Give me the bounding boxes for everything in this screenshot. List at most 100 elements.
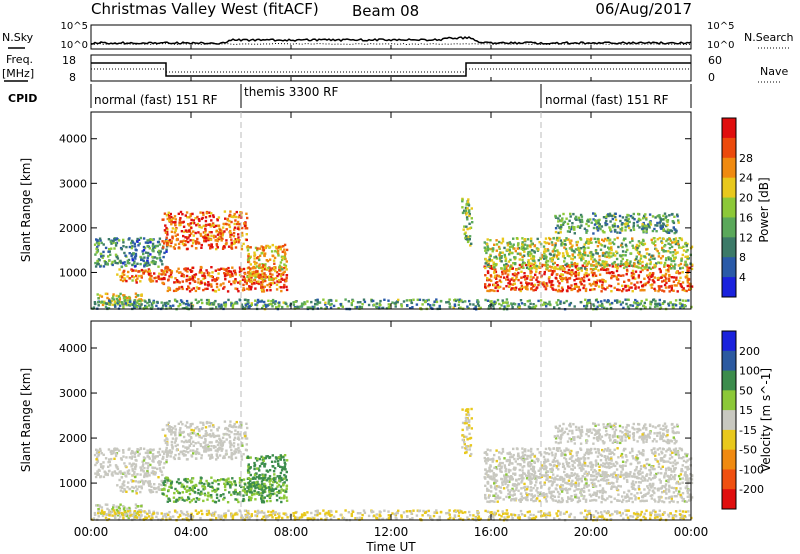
scatter-cell <box>204 219 208 223</box>
scatter-cell <box>486 259 489 263</box>
scatter-cell <box>614 212 617 215</box>
scatter-cell <box>155 304 158 308</box>
scatter-cell <box>520 270 523 273</box>
scatter-cell <box>263 268 266 271</box>
scatter-cell <box>174 500 178 503</box>
scatter-cell <box>153 483 156 486</box>
scatter-cell <box>260 277 263 281</box>
scatter-cell <box>491 302 495 305</box>
scatter-cell <box>152 260 155 263</box>
scatter-cell <box>464 209 467 213</box>
scatter-cell <box>578 251 581 254</box>
scatter-cell <box>269 268 272 272</box>
scatter-cell <box>166 427 169 431</box>
scatter-cell <box>199 443 202 446</box>
scatter-cell <box>486 299 490 302</box>
scatter-cell <box>95 241 99 244</box>
scatter-cell <box>226 272 229 275</box>
scatter-cell <box>642 239 645 243</box>
scatter-cell <box>125 456 128 459</box>
scatter-cell <box>559 300 562 303</box>
scatter-cell <box>585 274 589 278</box>
scatter-cell <box>474 305 477 309</box>
scatter-cell <box>249 263 252 266</box>
scatter-cell <box>230 493 233 497</box>
scatter-cell <box>284 265 287 269</box>
scatter-cell <box>467 307 470 310</box>
scatter-cell <box>173 425 177 428</box>
scatter-cell <box>516 252 520 255</box>
scatter-cell <box>663 245 666 248</box>
scatter-cell <box>661 280 664 283</box>
scatter-cell <box>135 249 138 252</box>
scatter-cell <box>285 276 288 280</box>
scatter-cell <box>547 242 551 245</box>
scatter-cell <box>117 239 121 242</box>
scatter-cell <box>671 265 675 268</box>
scatter-cell <box>161 473 164 477</box>
scatter-cell <box>168 300 171 303</box>
scatter-cell <box>489 264 493 268</box>
scatter-cell <box>239 493 242 496</box>
scatter-cell <box>102 243 105 246</box>
scatter-cell <box>130 254 133 258</box>
scatter-cell <box>209 448 212 452</box>
scatter-cell <box>190 226 193 230</box>
scatter-cell <box>225 452 228 455</box>
scatter-cell <box>260 266 263 269</box>
scatter-cell <box>207 449 210 452</box>
cpid-label: CPID <box>8 92 37 105</box>
scatter-cell <box>125 264 128 267</box>
scatter-cell <box>578 219 582 222</box>
scatter-cell <box>130 268 133 271</box>
scatter-cell <box>673 215 676 218</box>
scatter-cell <box>495 249 498 252</box>
scatter-cell <box>580 215 584 218</box>
scatter-cell <box>285 260 288 263</box>
scatter-cell <box>281 305 284 309</box>
scatter-cell <box>208 482 211 485</box>
scatter-cell <box>243 224 247 228</box>
scatter-cell <box>123 295 126 298</box>
scatter-cell <box>657 252 661 255</box>
scatter-cell <box>283 251 286 254</box>
scatter-cell <box>327 299 331 302</box>
scatter-cell <box>273 256 277 260</box>
scatter-cell <box>324 514 327 517</box>
scatter-cell <box>171 447 174 450</box>
scatter-cell <box>489 274 493 277</box>
scatter-cell <box>663 283 667 287</box>
scatter-cell <box>621 216 625 219</box>
scatter-cell <box>249 479 252 482</box>
scatter-cell <box>191 221 194 225</box>
scatter-cell <box>560 265 564 269</box>
scatter-cell <box>222 267 225 271</box>
scatter-cell <box>230 283 233 286</box>
scatter-cell <box>253 483 256 486</box>
scatter-cell <box>657 255 661 258</box>
scatter-cell <box>188 500 192 504</box>
scatter-cell <box>204 216 208 219</box>
scatter-cell <box>491 289 494 292</box>
scatter-cell <box>671 220 674 223</box>
scatter-cell <box>674 256 677 259</box>
scatter-cell <box>465 211 468 215</box>
scatter-cell <box>140 504 143 508</box>
scatter-cell <box>238 477 242 480</box>
scatter-cell <box>260 455 263 458</box>
scatter-cell <box>409 299 413 302</box>
scatter-cell <box>155 276 158 279</box>
scatter-cell <box>606 236 610 240</box>
scatter-cell <box>256 275 259 278</box>
scatter-cell <box>271 477 274 481</box>
scatter-cell <box>669 229 673 232</box>
scatter-cell <box>139 305 142 308</box>
scatter-cell <box>607 254 610 257</box>
scatter-cell <box>586 229 589 232</box>
scatter-cell <box>258 457 262 461</box>
scatter-cell <box>264 487 267 490</box>
scatter-cell <box>485 251 488 255</box>
scatter-cell <box>236 281 240 284</box>
scatter-cell <box>123 277 126 280</box>
scatter-cell <box>234 215 238 219</box>
